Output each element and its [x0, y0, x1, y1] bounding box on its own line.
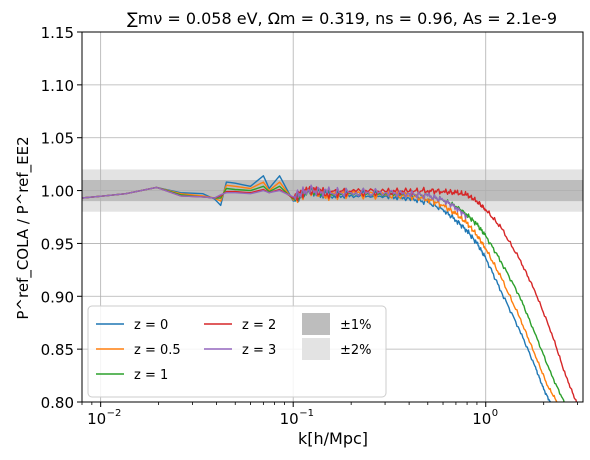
y-tick-label: 0.90 — [41, 288, 74, 306]
legend-band-swatch-0 — [302, 313, 330, 335]
series-layer — [82, 175, 578, 402]
plot-frame — [81, 31, 584, 403]
series-line-3 — [82, 185, 578, 402]
y-tick-label: 1.05 — [41, 130, 74, 148]
y-tick-label: 1.15 — [41, 24, 74, 42]
legend-label-1-0: z = 2 — [242, 318, 276, 333]
y-tick-label: 0.95 — [41, 235, 74, 253]
chart-title: ∑mν = 0.058 eV, Ωm = 0.319, ns = 0.96, A… — [127, 9, 557, 28]
legend-band-label-1: ±2% — [340, 343, 372, 358]
x-tick-exponent: −2 — [107, 408, 122, 419]
legend: z = 0 z = 0.5 z = 1 z = 2 z = 3 ±1% ±2% — [87, 305, 387, 398]
x-tick-label: 10 — [472, 410, 491, 428]
legend-label-0-1: z = 0.5 — [134, 343, 181, 358]
legend-label-1-1: z = 3 — [242, 343, 276, 358]
legend-band-swatch-1 — [302, 338, 330, 360]
legend-band-label-0: ±1% — [340, 318, 372, 333]
y-tick-label: 0.80 — [41, 394, 74, 412]
x-axis-label: k[h/Mpc] — [298, 429, 368, 448]
x-tick-label: 10 — [280, 410, 299, 428]
x-tick-exponent: 0 — [492, 408, 498, 419]
y-tick-label: 1.00 — [41, 183, 74, 201]
legend-label-0-2: z = 1 — [134, 368, 168, 383]
series-line-4 — [82, 184, 468, 220]
y-axis-label: P^ref_COLA / P^ref_EE2 — [14, 136, 33, 319]
y-tick-label: 0.85 — [41, 341, 74, 359]
x-tick-label: 10 — [87, 410, 106, 428]
legend-label-0-0: z = 0 — [134, 318, 168, 333]
y-tick-label: 1.10 — [41, 77, 74, 95]
x-tick-exponent: −1 — [299, 408, 314, 419]
